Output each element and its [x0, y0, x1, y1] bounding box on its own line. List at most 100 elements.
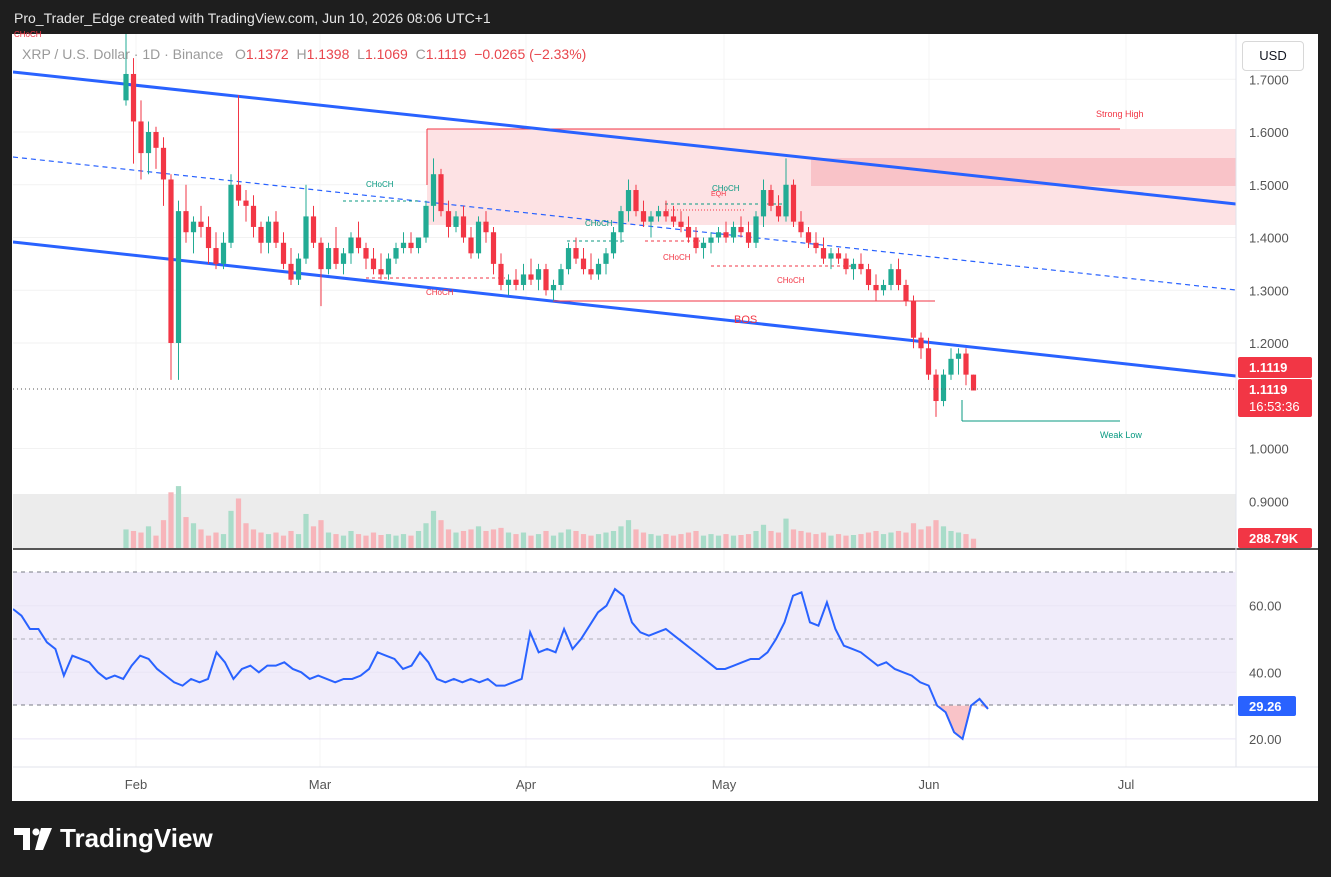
candle[interactable]	[588, 253, 594, 280]
candle[interactable]	[535, 263, 542, 291]
candle[interactable]	[310, 205, 317, 249]
candle[interactable]	[453, 211, 459, 233]
candle[interactable]	[970, 374, 977, 391]
candle[interactable]	[475, 216, 482, 259]
candle[interactable]	[723, 221, 729, 243]
candle[interactable]	[783, 158, 789, 222]
candle[interactable]	[798, 211, 804, 238]
candle[interactable]	[708, 232, 714, 254]
candle[interactable]	[145, 121, 152, 175]
candle[interactable]	[220, 232, 227, 270]
candle[interactable]	[325, 242, 332, 275]
candle[interactable]	[880, 279, 887, 296]
candle[interactable]	[873, 274, 879, 301]
candle[interactable]	[123, 32, 129, 106]
candle[interactable]	[603, 248, 609, 275]
candle[interactable]	[288, 248, 294, 285]
candle[interactable]	[865, 263, 872, 291]
candle[interactable]	[918, 332, 924, 359]
currency-button[interactable]: USD	[1242, 41, 1304, 71]
candle[interactable]	[130, 58, 137, 164]
candle[interactable]	[445, 200, 452, 238]
candle[interactable]	[835, 248, 842, 264]
candle[interactable]	[415, 237, 422, 254]
candle[interactable]	[558, 263, 564, 291]
candle[interactable]	[430, 158, 437, 222]
rsi-axis[interactable]: 60.00 40.00 20.00	[1249, 599, 1282, 747]
candle[interactable]	[423, 200, 429, 243]
candle[interactable]	[910, 295, 917, 349]
candle[interactable]	[258, 221, 264, 254]
candle[interactable]	[775, 195, 782, 222]
candle[interactable]	[318, 237, 324, 307]
candle[interactable]	[715, 226, 722, 243]
candle[interactable]	[138, 100, 144, 180]
candle[interactable]	[183, 184, 189, 243]
candle[interactable]	[948, 348, 954, 380]
candle[interactable]	[505, 274, 512, 296]
candle[interactable]	[730, 221, 737, 243]
rsi-line[interactable]	[13, 587, 989, 741]
candle[interactable]	[595, 258, 602, 280]
candle[interactable]	[850, 258, 857, 280]
candle[interactable]	[693, 226, 699, 254]
candle[interactable]	[363, 242, 369, 270]
channel-upper-line[interactable]	[13, 70, 1236, 206]
candle[interactable]	[565, 242, 572, 275]
candle[interactable]	[273, 211, 279, 249]
channel-midline[interactable]	[13, 156, 1236, 291]
candle[interactable]	[498, 253, 504, 291]
candle[interactable]	[355, 221, 362, 254]
candle[interactable]	[460, 205, 467, 243]
candle[interactable]	[648, 211, 654, 238]
candle[interactable]	[895, 258, 902, 291]
candlestick-series[interactable]	[123, 32, 977, 417]
candle[interactable]	[340, 248, 347, 275]
candle[interactable]	[468, 226, 474, 259]
candle[interactable]	[760, 179, 767, 227]
candle[interactable]	[408, 232, 414, 254]
candle[interactable]	[348, 232, 354, 264]
candle[interactable]	[640, 200, 647, 227]
candle[interactable]	[295, 253, 302, 285]
candle[interactable]	[190, 216, 197, 254]
candle[interactable]	[655, 205, 662, 222]
candle[interactable]	[303, 184, 309, 264]
candle[interactable]	[745, 221, 752, 249]
candle[interactable]	[528, 258, 534, 285]
candle[interactable]	[963, 348, 969, 386]
candle[interactable]	[888, 263, 894, 291]
candle[interactable]	[940, 369, 947, 407]
candle[interactable]	[175, 200, 182, 380]
candle[interactable]	[385, 253, 392, 280]
candle[interactable]	[933, 369, 939, 417]
candle[interactable]	[625, 179, 632, 222]
candle[interactable]	[228, 174, 234, 249]
candle[interactable]	[678, 211, 684, 233]
candle[interactable]	[483, 211, 489, 243]
candle[interactable]	[213, 232, 219, 270]
candle[interactable]	[250, 195, 257, 238]
candle[interactable]	[843, 253, 849, 275]
candle[interactable]	[820, 237, 827, 264]
candle[interactable]	[903, 279, 909, 307]
candle[interactable]	[520, 263, 527, 291]
candle[interactable]	[490, 226, 497, 275]
candle[interactable]	[610, 226, 617, 259]
candle[interactable]	[370, 248, 377, 275]
candle[interactable]	[670, 205, 677, 227]
candle[interactable]	[790, 179, 797, 227]
candle[interactable]	[280, 232, 287, 270]
price-axis[interactable]: 1.7000 1.6000 1.5000 1.4000 1.3000 1.2000 1.00…	[1249, 72, 1289, 509]
candle[interactable]	[618, 205, 624, 243]
candle[interactable]	[663, 200, 669, 222]
candle[interactable]	[955, 348, 962, 375]
candle[interactable]	[543, 263, 549, 296]
candle[interactable]	[738, 216, 744, 238]
candle[interactable]	[685, 216, 692, 243]
candle[interactable]	[513, 269, 519, 291]
candle[interactable]	[378, 253, 384, 280]
candle[interactable]	[168, 174, 174, 380]
candle[interactable]	[243, 190, 249, 222]
